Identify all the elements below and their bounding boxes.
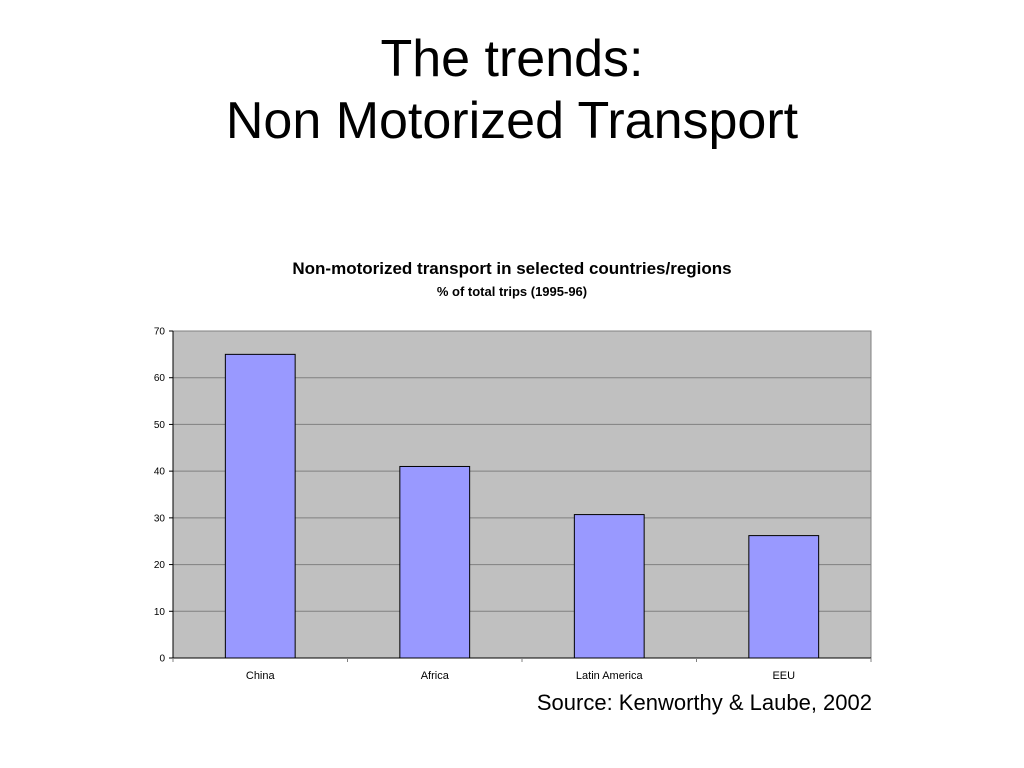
y-tick-label: 70 [154, 327, 166, 338]
y-tick-label: 40 [154, 467, 166, 478]
chart-title: Non-motorized transport in selected coun… [292, 259, 732, 278]
source-citation: Source: Kenworthy & Laube, 2002 [536, 690, 872, 715]
chart-subtitle: % of total trips (1995-96) [436, 284, 588, 299]
x-category-label: China [246, 670, 276, 682]
y-tick-label: 30 [154, 513, 166, 524]
y-tick-label: 20 [154, 560, 166, 571]
y-tick-label: 0 [159, 654, 165, 665]
bar-eeu [748, 535, 820, 659]
x-category-label: EEU [772, 670, 795, 682]
y-tick-label: 50 [154, 420, 166, 431]
bar-china [224, 353, 296, 659]
slide-title: The trends: Non Motorized Transport [0, 28, 1024, 152]
slide-title-line-2: Non Motorized Transport [225, 92, 799, 150]
x-category-label: Latin America [576, 670, 644, 682]
y-tick-label: 60 [154, 373, 166, 384]
x-category-label: Africa [421, 670, 450, 682]
y-tick-label: 10 [154, 607, 166, 618]
slide-title-line-1: The trends: [380, 30, 644, 88]
bar-africa [399, 465, 471, 659]
bar-latin-america [573, 514, 645, 659]
